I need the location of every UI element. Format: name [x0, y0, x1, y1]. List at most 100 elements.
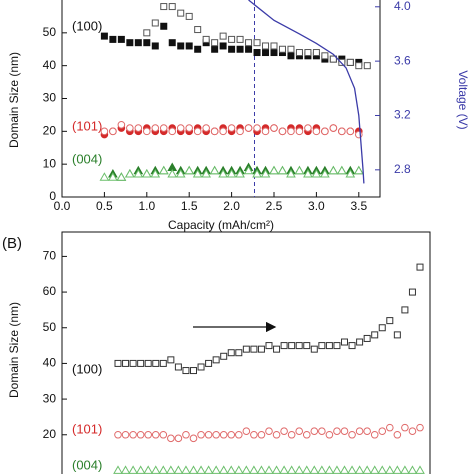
point [341, 338, 348, 346]
y2-tick-label: 2.8 [394, 162, 411, 176]
point [294, 165, 305, 175]
point [218, 465, 229, 474]
point [336, 165, 347, 175]
point [245, 45, 253, 53]
point [168, 3, 176, 11]
point [235, 430, 243, 439]
point [212, 430, 220, 439]
point [363, 62, 371, 70]
point [218, 169, 228, 178]
point [312, 49, 320, 57]
point [144, 430, 152, 439]
point [304, 49, 312, 57]
point [252, 169, 262, 178]
point [392, 465, 403, 474]
y-tick-label: 50 [43, 25, 57, 39]
point [401, 306, 409, 314]
point [415, 465, 425, 474]
point [294, 465, 305, 474]
point [117, 120, 126, 129]
point [219, 42, 227, 50]
point [286, 465, 297, 474]
point [143, 39, 151, 47]
point [269, 165, 279, 175]
point [386, 317, 394, 325]
point [126, 39, 134, 47]
point [346, 58, 354, 66]
point [201, 169, 212, 178]
point [250, 345, 258, 353]
x-tick-label: 3.0 [308, 199, 325, 213]
point [393, 331, 401, 339]
line-series [248, 0, 365, 184]
point [100, 127, 109, 136]
point [205, 359, 213, 367]
point [219, 430, 228, 439]
point [226, 465, 237, 474]
point [295, 127, 304, 136]
annotation: (004) [72, 457, 102, 472]
point [265, 342, 273, 350]
point [356, 338, 364, 346]
y-tick-label: 40 [43, 356, 57, 370]
point [262, 49, 270, 57]
y-tick-label: 30 [43, 91, 57, 105]
point [339, 465, 350, 474]
point [192, 169, 203, 178]
y-tick-label: 20 [43, 124, 57, 138]
point [324, 465, 335, 474]
point [209, 165, 220, 175]
x-tick-label: 0.5 [96, 199, 113, 213]
point [117, 35, 125, 43]
point [393, 430, 402, 439]
plot-frame [61, 231, 431, 474]
point [173, 465, 184, 474]
point [236, 127, 244, 136]
y-tick-label: 10 [43, 156, 57, 170]
point [151, 430, 160, 439]
point [253, 49, 261, 57]
point [151, 42, 159, 50]
point [193, 127, 202, 136]
point [370, 430, 379, 439]
y-tick-label: 50 [43, 320, 57, 334]
point [354, 465, 365, 474]
point [312, 127, 321, 136]
point [303, 342, 311, 350]
point [116, 172, 127, 181]
point [303, 169, 313, 178]
point [257, 345, 265, 353]
point [167, 169, 178, 178]
point [401, 423, 409, 432]
point [386, 423, 394, 432]
point [371, 331, 379, 339]
annotation: (100) [72, 361, 102, 376]
point [318, 427, 326, 435]
point [408, 427, 417, 435]
annotation: (101) [72, 118, 102, 133]
point [295, 427, 304, 435]
point [121, 430, 130, 439]
point [152, 359, 160, 367]
y2-tick-label: 3.2 [394, 108, 411, 122]
point [228, 35, 236, 43]
point [128, 465, 138, 474]
point [197, 430, 205, 439]
point [264, 465, 274, 474]
point [150, 465, 161, 474]
point [416, 263, 424, 271]
point [288, 342, 296, 350]
point [182, 367, 190, 375]
point [227, 430, 236, 439]
point [328, 165, 339, 175]
point [235, 169, 245, 178]
point [318, 342, 326, 350]
point [159, 124, 168, 132]
point [194, 26, 202, 34]
point [363, 334, 371, 342]
point [160, 3, 168, 11]
point [279, 465, 289, 474]
point [109, 127, 117, 136]
point [109, 35, 117, 43]
